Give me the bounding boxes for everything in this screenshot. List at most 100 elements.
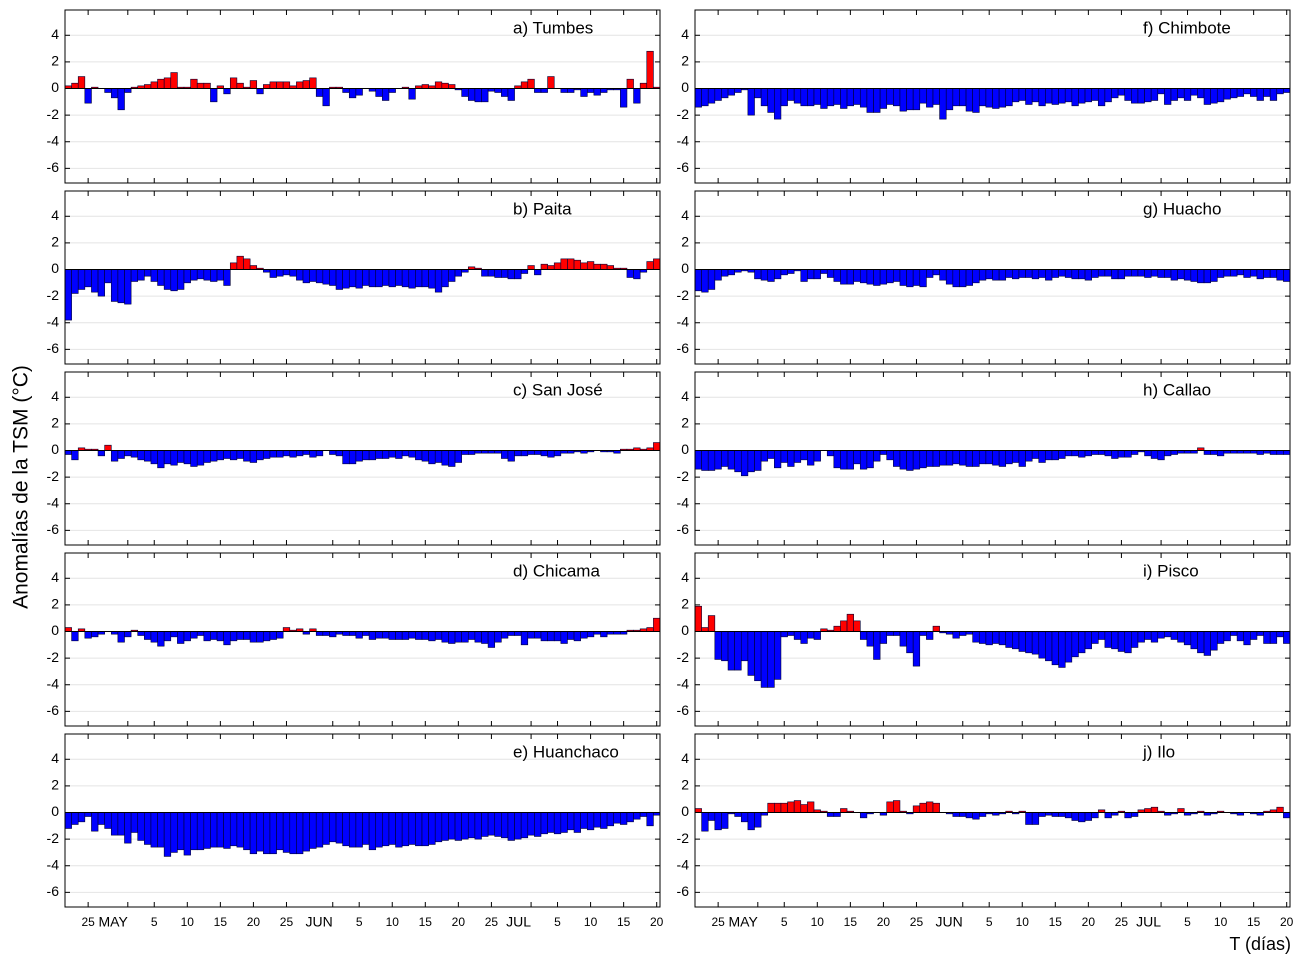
bar bbox=[124, 450, 132, 457]
y-tick-label: -2 bbox=[677, 287, 690, 303]
bar bbox=[767, 88, 775, 113]
bar bbox=[315, 812, 324, 848]
bar bbox=[1064, 450, 1073, 457]
y-tick-label: 2 bbox=[681, 415, 689, 431]
bar bbox=[1177, 808, 1185, 813]
bar bbox=[1157, 450, 1165, 461]
bar bbox=[421, 450, 429, 462]
bar bbox=[1177, 88, 1185, 99]
bar bbox=[1223, 88, 1231, 100]
bar bbox=[183, 450, 191, 465]
bar bbox=[388, 269, 396, 288]
bar bbox=[448, 84, 456, 89]
bar bbox=[1157, 88, 1165, 95]
bar bbox=[992, 631, 1000, 644]
bar bbox=[269, 631, 277, 640]
bar bbox=[71, 631, 79, 642]
bar bbox=[959, 269, 967, 288]
bar bbox=[104, 444, 112, 451]
y-tick-label: -6 bbox=[677, 883, 690, 899]
bar bbox=[1250, 88, 1258, 97]
bar bbox=[1170, 631, 1178, 640]
panel-title: b) Paita bbox=[513, 199, 572, 218]
bar bbox=[754, 631, 762, 682]
panel-title: a) Tumbes bbox=[513, 18, 593, 37]
bar bbox=[196, 269, 205, 280]
bar bbox=[853, 620, 861, 632]
bar bbox=[84, 631, 92, 639]
bar bbox=[734, 88, 742, 93]
bar bbox=[1210, 269, 1218, 282]
bar bbox=[487, 812, 496, 836]
y-tick-label: -6 bbox=[677, 702, 690, 718]
bar bbox=[1084, 631, 1092, 650]
bar bbox=[163, 450, 172, 465]
bar bbox=[694, 88, 702, 108]
bar bbox=[1117, 631, 1126, 652]
bar bbox=[514, 450, 522, 457]
bar bbox=[701, 627, 709, 632]
x-tick-label: 15 bbox=[1247, 915, 1261, 929]
y-tick-label: -6 bbox=[677, 521, 690, 537]
bar bbox=[1064, 812, 1073, 819]
bar bbox=[144, 812, 152, 845]
bar bbox=[1117, 269, 1126, 280]
bar bbox=[91, 812, 99, 832]
bar bbox=[873, 450, 881, 462]
bar bbox=[740, 631, 749, 662]
y-tick-label: -2 bbox=[677, 106, 690, 122]
bar bbox=[375, 631, 383, 639]
bar bbox=[150, 81, 158, 89]
bar bbox=[203, 812, 211, 849]
x-tick-label: 10 bbox=[584, 915, 598, 929]
bar bbox=[767, 631, 775, 688]
bar bbox=[626, 269, 634, 278]
bar bbox=[64, 812, 72, 829]
bar bbox=[1084, 812, 1092, 821]
bar bbox=[547, 631, 555, 642]
bar bbox=[1131, 88, 1139, 104]
bar bbox=[348, 450, 357, 465]
y-tick-label: 0 bbox=[681, 803, 689, 819]
bar bbox=[899, 88, 907, 112]
y-tick-label: 2 bbox=[51, 53, 59, 69]
bar bbox=[754, 88, 762, 99]
bar bbox=[315, 88, 324, 97]
bar bbox=[269, 812, 277, 855]
bar bbox=[494, 269, 502, 278]
bar bbox=[1018, 631, 1026, 652]
bar bbox=[926, 801, 934, 813]
bar bbox=[646, 812, 654, 827]
bar bbox=[1137, 269, 1145, 277]
bar bbox=[163, 77, 172, 89]
y-tick-label: 4 bbox=[681, 207, 689, 223]
bar bbox=[547, 76, 555, 89]
bar bbox=[1031, 88, 1040, 103]
bar bbox=[1031, 812, 1040, 825]
y-tick-label: -2 bbox=[677, 649, 690, 665]
bar bbox=[309, 812, 317, 849]
bar bbox=[203, 450, 211, 463]
bar bbox=[833, 812, 841, 817]
y-tick-label: -4 bbox=[677, 494, 690, 510]
bar bbox=[216, 812, 224, 848]
bar bbox=[368, 450, 377, 461]
plot-frame bbox=[694, 552, 1291, 727]
bar bbox=[441, 269, 449, 288]
bar bbox=[203, 269, 211, 281]
x-tick-label: MAY bbox=[728, 914, 758, 930]
bar bbox=[1058, 88, 1066, 104]
bar bbox=[263, 812, 271, 855]
bar bbox=[461, 631, 469, 643]
bar bbox=[534, 450, 542, 455]
bar bbox=[335, 450, 343, 457]
bar bbox=[249, 265, 258, 270]
bar bbox=[236, 255, 244, 270]
bar bbox=[573, 631, 581, 642]
bar bbox=[760, 269, 769, 281]
bar bbox=[64, 627, 72, 632]
bar bbox=[177, 450, 185, 463]
bar bbox=[932, 269, 940, 276]
bar bbox=[210, 450, 218, 462]
bar bbox=[534, 88, 542, 93]
